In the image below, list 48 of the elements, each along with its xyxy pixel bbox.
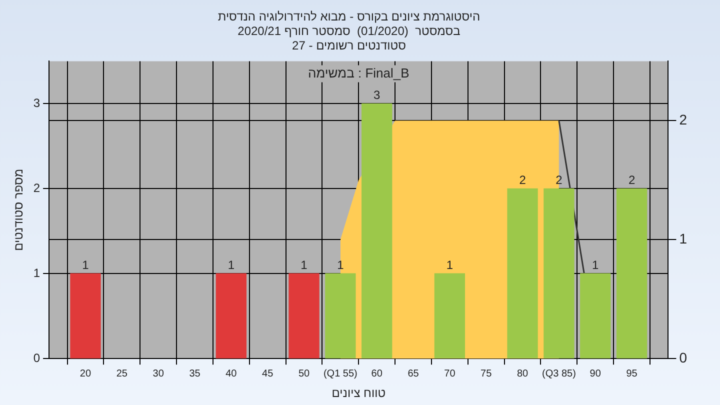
bar (580, 273, 611, 358)
y-tick-label: 3 (33, 96, 40, 110)
y2-tick-label: 0 (679, 349, 688, 366)
chart-subtitle: בסמסטר (01/2020) סמסטר חורף 2020/21 סטודנטים רשומים - 27 (238, 24, 460, 52)
data-label: 1 (446, 258, 454, 272)
annotation: Final_B : במשימה (308, 65, 410, 80)
x-axis-title: טווח ציונים (332, 386, 386, 400)
data-label: 1 (300, 258, 308, 272)
x-tick-label: 25 (116, 368, 128, 380)
x-tick-label: 80 (516, 368, 529, 380)
y-axis-title: מספר סטודנטים (12, 168, 26, 251)
data-label: 3 (374, 88, 381, 102)
x-tick-label: 20 (80, 368, 92, 380)
x-tick-label: 95 (626, 368, 638, 380)
x-tick-label: 30 (152, 368, 164, 380)
y2-tick-label: 1 (679, 230, 688, 246)
x-tick-label: 45 (262, 368, 274, 380)
y-tick-label: 2 (33, 180, 40, 195)
x-tick-label: 70 (444, 368, 456, 380)
data-label: 1 (228, 258, 235, 272)
x-tick-label: 50 (298, 368, 310, 380)
data-label: 2 (628, 172, 636, 187)
x-tick-label: 65 (408, 368, 420, 380)
data-label: 1 (337, 258, 344, 272)
y-tick-label: 0 (33, 350, 40, 365)
bar (544, 188, 574, 358)
data-label: 1 (82, 258, 90, 272)
data-label: 2 (556, 172, 563, 187)
bar (507, 188, 538, 358)
x-tick-label: 35 (189, 368, 201, 380)
x-tick-label: 75 (480, 368, 492, 380)
y-tick-label: 1 (33, 266, 40, 280)
x-tick-label: (Q1 55) (323, 368, 358, 380)
data-label: 2 (519, 172, 526, 187)
chart-title: היסטוגרמת ציונים בקורס - מבוא להידרולוגיה הנדסית (218, 10, 480, 24)
x-tick-label: 90 (590, 368, 602, 380)
bar (616, 188, 648, 358)
bar (325, 273, 356, 358)
x-tick-label: 40 (226, 368, 238, 380)
bar (288, 273, 320, 358)
bar (434, 273, 466, 358)
data-label: 1 (592, 258, 600, 272)
bar (70, 273, 101, 358)
y2-tick-label: 2 (679, 112, 688, 128)
x-tick-label: (Q3 85) (542, 368, 576, 380)
x-tick-label: 60 (371, 368, 383, 380)
bar (216, 273, 247, 358)
bar (362, 103, 392, 358)
